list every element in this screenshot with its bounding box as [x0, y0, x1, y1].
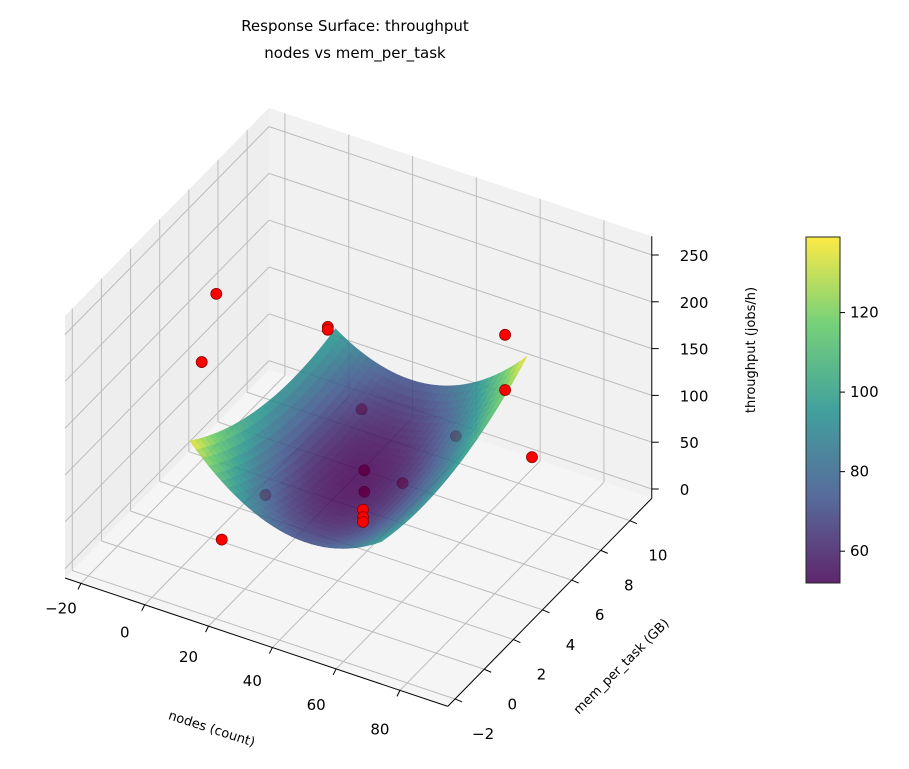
colorbar-gradient — [805, 236, 841, 584]
surface-patch — [374, 537, 387, 544]
points-in-front — [210, 287, 511, 528]
colorbar-tick-label: 80 — [850, 463, 869, 481]
gridline-z — [64, 219, 270, 429]
gridline-x — [335, 460, 541, 670]
x-tick — [332, 668, 337, 676]
data-point — [357, 515, 369, 528]
colorbar-tick-label: 60 — [850, 542, 869, 560]
data-point — [215, 533, 228, 546]
x-tick — [141, 604, 146, 611]
gridline-z — [64, 266, 270, 476]
y-tick-label: 8 — [624, 576, 634, 594]
x-tick — [268, 647, 273, 654]
x-tick-label: 20 — [179, 648, 198, 666]
chart-title: Response Surface: throughput — [241, 17, 469, 35]
gridline-z — [64, 173, 270, 382]
gridline-y — [72, 570, 456, 700]
colorbar: 60 80 100 120 — [805, 236, 879, 584]
colorbar-tick-label: 100 — [850, 383, 879, 401]
colorbar-tick-label: 120 — [850, 304, 879, 322]
y-tick — [454, 698, 463, 703]
y-tick-label: −2 — [472, 725, 494, 743]
y-tick-label: 10 — [648, 547, 667, 565]
x-tick-label: 60 — [307, 696, 326, 714]
gridline-z — [64, 313, 270, 523]
data-point — [210, 287, 223, 300]
x-tick — [396, 690, 401, 697]
data-point — [499, 328, 511, 341]
y-tick — [600, 549, 608, 554]
x-tick — [77, 583, 82, 590]
gridline-x — [80, 374, 286, 584]
y-tick-label: 4 — [566, 636, 576, 654]
y-tick-label: 0 — [507, 695, 517, 713]
gridline-z — [268, 126, 652, 256]
data-point — [526, 451, 538, 464]
z-tick-label: 100 — [680, 387, 709, 405]
gridline-x — [399, 481, 605, 691]
chart-subtitle: nodes vs mem_per_task — [264, 44, 446, 63]
gridline-y — [101, 540, 485, 670]
z-tick-label: 250 — [680, 247, 709, 265]
z-tick-label: 50 — [680, 434, 699, 452]
gridline-z — [64, 360, 270, 569]
x-tick-label: 0 — [120, 624, 130, 642]
x-tick-label: −20 — [45, 599, 77, 617]
response-surface — [189, 328, 528, 549]
gridline-z — [64, 126, 270, 335]
z-tick-label: 0 — [680, 481, 690, 499]
y-tick — [484, 668, 492, 673]
gridline-z — [268, 172, 652, 303]
gridline-y — [130, 510, 514, 641]
x-tick-label: 40 — [243, 672, 262, 690]
gridline-z — [268, 266, 652, 396]
x-tick — [205, 625, 209, 633]
y-tick — [629, 520, 638, 525]
data-point — [499, 384, 511, 396]
x-axis-label: nodes (count) — [166, 708, 256, 750]
y-axis-label: mem_per_task (GB) — [571, 616, 673, 718]
x-axis-line — [64, 577, 448, 707]
y-tick-label: 2 — [537, 666, 547, 684]
y-tick-label: 6 — [595, 606, 605, 624]
data-point — [195, 356, 208, 368]
y-tick — [571, 579, 579, 584]
data-point — [321, 323, 334, 336]
y-tick — [513, 639, 521, 643]
y-axis-line — [447, 498, 653, 707]
x-tick-label: 80 — [370, 720, 389, 738]
y-tick — [542, 609, 550, 614]
axis-lines — [64, 236, 659, 707]
z-tick-label: 200 — [680, 294, 709, 312]
z-tick-label: 150 — [680, 341, 709, 359]
gridline-z — [268, 219, 652, 350]
z-axis-label: throughput (jobs/h) — [744, 287, 759, 413]
